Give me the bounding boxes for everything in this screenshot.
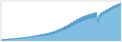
plot-area: [1, 1, 121, 41]
line: [1, 3, 121, 40]
plot-frame: [1, 1, 121, 41]
marks: [1, 3, 121, 41]
area: [1, 3, 121, 41]
chart: [0, 0, 122, 42]
